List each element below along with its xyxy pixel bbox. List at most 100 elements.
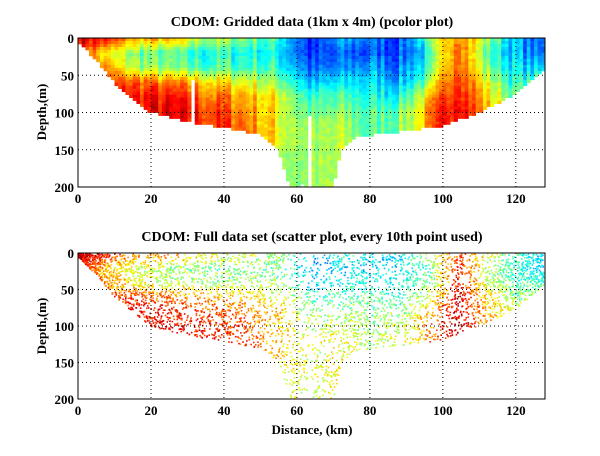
pcolor-cell (337, 74, 341, 77)
pcolor-cell (370, 124, 374, 127)
pcolor-cell (166, 62, 170, 65)
pcolor-cell (352, 104, 356, 107)
pcolor-cell (239, 47, 243, 50)
scatter-point (147, 255, 149, 257)
pcolor-cell (392, 104, 396, 107)
pcolor-cell (490, 86, 494, 89)
pcolor-cell (268, 47, 272, 50)
pcolor-cell (198, 92, 202, 95)
pcolor-cell (392, 115, 396, 118)
pcolor-cell (333, 77, 337, 80)
pcolor-cell (195, 92, 199, 95)
pcolor-cell (136, 101, 140, 104)
pcolor-cell (446, 53, 450, 56)
pcolor-cell (377, 113, 381, 116)
pcolor-cell (384, 118, 388, 121)
pcolor-cell (410, 104, 414, 107)
pcolor-cell (286, 160, 290, 163)
pcolor-cell (421, 86, 425, 89)
pcolor-cell (184, 80, 188, 83)
pcolor-cell (359, 92, 363, 95)
pcolor-cell (388, 92, 392, 95)
scatter-point (211, 270, 213, 272)
pcolor-cell (348, 41, 352, 44)
pcolor-cell (399, 104, 403, 107)
pcolor-cell (322, 139, 326, 142)
pcolor-cell (370, 71, 374, 74)
pcolor-cell (377, 59, 381, 62)
pcolor-cell (180, 86, 184, 89)
scatter-point (328, 355, 330, 357)
scatter-point (347, 357, 349, 359)
pcolor-cell (202, 104, 206, 107)
pcolor-cell (286, 142, 290, 145)
pcolor-cell (384, 65, 388, 68)
pcolor-cell (209, 86, 213, 89)
pcolor-cell (312, 121, 316, 124)
pcolor-cell (326, 68, 330, 71)
pcolor-cell (140, 38, 144, 41)
scatter-point (174, 301, 176, 303)
pcolor-cell (308, 44, 312, 47)
scatter-point (186, 260, 188, 262)
pcolor-cell (432, 107, 436, 110)
pcolor-cell (410, 118, 414, 121)
pcolor-cell (487, 41, 491, 44)
pcolor-cell (315, 95, 319, 98)
pcolor-cell (264, 92, 268, 95)
pcolor-cell (403, 86, 407, 89)
pcolor-cell (279, 124, 283, 127)
pcolor-cell (125, 68, 129, 71)
pcolor-cell (114, 62, 118, 65)
pcolor-cell (406, 68, 410, 71)
pcolor-cell (344, 59, 348, 62)
pcolor-cell (312, 44, 316, 47)
pcolor-cell (374, 124, 378, 127)
pcolor-cell (370, 92, 374, 95)
pcolor-cell (253, 127, 257, 130)
pcolor-cell (184, 53, 188, 56)
pcolor-cell (231, 92, 235, 95)
pcolor-cell (428, 62, 432, 65)
pcolor-cell (180, 38, 184, 41)
pcolor-cell (279, 86, 283, 89)
pcolor-cell (304, 68, 308, 71)
pcolor-cell (538, 68, 542, 71)
scatter-point (264, 311, 266, 313)
pcolor-cell (439, 59, 443, 62)
pcolor-cell (78, 41, 82, 44)
pcolor-cell (498, 71, 502, 74)
pcolor-cell (268, 136, 272, 139)
scatter-point (212, 284, 214, 286)
pcolor-cell (242, 121, 246, 124)
pcolor-cell (388, 118, 392, 121)
pcolor-cell (304, 115, 308, 118)
pcolor-cell (304, 92, 308, 95)
pcolor-cell (304, 151, 308, 154)
pcolor-cell (468, 83, 472, 86)
pcolor-cell (428, 47, 432, 50)
pcolor-cell (169, 71, 173, 74)
pcolor-cell (264, 115, 268, 118)
pcolor-cell (392, 44, 396, 47)
pcolor-cell (202, 77, 206, 80)
pcolor-cell (414, 107, 418, 110)
pcolor-cell (85, 44, 89, 47)
scatter-point (296, 360, 298, 362)
pcolor-cell (217, 92, 221, 95)
pcolor-cell (410, 95, 414, 98)
pcolor-cell (410, 62, 414, 65)
pcolor-cell (155, 44, 159, 47)
pcolor-cell (344, 71, 348, 74)
pcolor-cell (162, 50, 166, 53)
pcolor-cell (133, 98, 137, 101)
pcolor-cell (162, 56, 166, 59)
pcolor-cell (395, 44, 399, 47)
pcolor-cell (144, 98, 148, 101)
pcolor-cell (322, 160, 326, 163)
scatter-point (409, 304, 411, 306)
pcolor-cell (315, 139, 319, 142)
pcolor-cell (253, 130, 257, 133)
pcolor-cell (282, 80, 286, 83)
pcolor-cell (370, 56, 374, 59)
